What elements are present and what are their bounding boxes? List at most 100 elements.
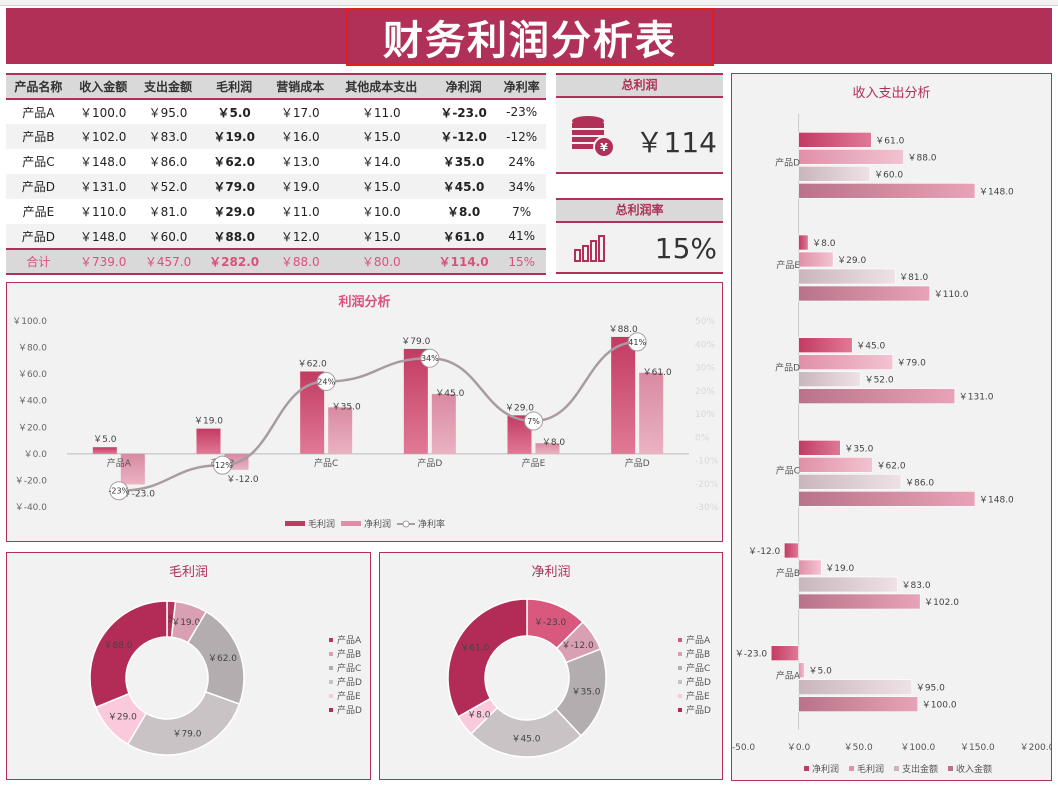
table-cell[interactable]: ￥110.0 <box>80 205 127 219</box>
table-cell[interactable]: ￥95.0 <box>148 105 188 120</box>
hbar-1[interactable] <box>798 662 805 678</box>
hbar-0[interactable] <box>798 132 872 148</box>
table-cell[interactable]: ￥35.0 <box>442 155 485 169</box>
table-cell[interactable]: ￥60.0 <box>135 224 201 249</box>
donut-slice[interactable] <box>447 598 528 718</box>
table-cell[interactable]: 产品D <box>6 224 71 249</box>
table-cell[interactable]: ￥15.0 <box>332 224 430 249</box>
table-cell[interactable]: ￥14.0 <box>361 155 401 169</box>
table-total-cell[interactable]: 合计 <box>6 248 71 275</box>
net-profit-bar[interactable] <box>535 443 560 454</box>
table-cell[interactable]: 24% <box>508 154 535 169</box>
table-cell[interactable]: ￥8.0 <box>446 205 481 219</box>
net-margin-point[interactable] <box>627 332 647 352</box>
hbar-2[interactable] <box>798 371 861 387</box>
hbar-0[interactable] <box>783 542 799 559</box>
table-cell[interactable]: ￥86.0 <box>148 155 188 169</box>
table-cell[interactable]: 产品A <box>22 105 55 120</box>
gross-profit-bar[interactable] <box>611 336 636 454</box>
table-cell[interactable]: ￥19.0 <box>267 174 333 199</box>
table-cell[interactable]: ￥79.0 <box>200 174 268 199</box>
table-cell[interactable]: ￥16.0 <box>267 124 333 149</box>
hbar-3[interactable] <box>798 491 976 507</box>
table-cell[interactable]: ￥17.0 <box>280 105 320 120</box>
table-cell[interactable]: 产品B <box>6 124 71 149</box>
table-cell[interactable]: ￥45.0 <box>429 174 498 199</box>
donut-slice[interactable] <box>470 706 582 758</box>
table-cell[interactable]: ￥29.0 <box>213 205 255 219</box>
net-margin-point[interactable] <box>109 481 129 501</box>
table-cell[interactable]: 产品D <box>6 174 71 199</box>
hbar-1[interactable] <box>798 354 894 370</box>
table-cell[interactable]: 34% <box>497 174 546 199</box>
hbar-3[interactable] <box>798 696 919 712</box>
hbar-3[interactable] <box>798 593 921 610</box>
table-total-cell[interactable]: ￥114.0 <box>429 248 498 275</box>
table-cell[interactable]: -23% <box>506 105 538 119</box>
table-total-cell[interactable]: ￥80.0 <box>332 248 430 275</box>
net-margin-point[interactable] <box>213 455 232 475</box>
gross-profit-bar[interactable] <box>403 348 428 454</box>
table-total-cell[interactable]: ￥739.0 <box>70 248 136 275</box>
title-box[interactable]: 财务利润分析表 <box>346 8 714 66</box>
table-cell[interactable]: ￥11.0 <box>280 205 320 219</box>
hbar-1[interactable] <box>798 251 834 268</box>
net-profit-bar[interactable] <box>431 394 456 454</box>
table-cell[interactable]: ￥12.0 <box>267 224 333 249</box>
table-cell[interactable]: ￥-12.0 <box>429 124 498 149</box>
hbar-1[interactable] <box>798 457 873 473</box>
hbar-2[interactable] <box>798 268 896 285</box>
hbar-1[interactable] <box>798 149 904 165</box>
gross-profit-bar[interactable] <box>92 447 117 454</box>
hbar-2[interactable] <box>798 679 913 695</box>
net-margin-point[interactable] <box>524 411 543 431</box>
table-cell[interactable]: ￥15.0 <box>332 124 430 149</box>
net-margin-point[interactable] <box>420 348 440 368</box>
hbar-2[interactable] <box>798 166 871 182</box>
hbar-0[interactable] <box>798 234 809 251</box>
table-cell[interactable]: 41% <box>497 224 546 249</box>
net-profit-bar[interactable] <box>639 372 664 454</box>
net-profit-bar[interactable] <box>328 407 353 454</box>
table-cell[interactable]: ￥100.0 <box>80 105 127 120</box>
hbar-2[interactable] <box>798 576 898 593</box>
donut-slice[interactable] <box>89 600 168 709</box>
table-total-cell[interactable]: ￥282.0 <box>200 248 268 275</box>
hbar-0[interactable] <box>798 440 841 456</box>
table-cell[interactable]: ￥148.0 <box>80 155 127 169</box>
table-cell[interactable]: ￥62.0 <box>213 155 255 169</box>
table-cell[interactable]: ￥19.0 <box>200 124 268 149</box>
hbar-3[interactable] <box>798 388 956 404</box>
table-cell[interactable]: ￥61.0 <box>429 224 498 249</box>
table-cell[interactable]: ￥131.0 <box>70 174 136 199</box>
hbar-3[interactable] <box>798 183 976 199</box>
table-cell[interactable]: 产品E <box>22 205 55 219</box>
table-cell[interactable]: 产品C <box>22 155 55 169</box>
hbar-3[interactable] <box>798 285 931 302</box>
table-cell[interactable]: ￥88.0 <box>200 224 268 249</box>
table-cell[interactable]: ￥52.0 <box>135 174 201 199</box>
hbar-1[interactable] <box>798 559 822 576</box>
table-cell[interactable]: ￥-23.0 <box>440 105 487 120</box>
hbar-2[interactable] <box>798 474 902 490</box>
gross-profit-bar[interactable] <box>196 428 221 454</box>
table-cell[interactable]: ￥13.0 <box>280 155 320 169</box>
table-cell[interactable]: ￥81.0 <box>148 205 188 219</box>
hbar-0[interactable] <box>798 337 853 353</box>
table-cell[interactable]: ￥10.0 <box>361 205 401 219</box>
table-total-cell[interactable]: ￥457.0 <box>135 248 201 275</box>
table-cell[interactable]: ￥11.0 <box>361 105 401 120</box>
net-margin-point[interactable] <box>316 371 336 391</box>
table-cell[interactable]: 7% <box>512 204 532 219</box>
table-total-cell[interactable]: ￥88.0 <box>267 248 333 275</box>
table-cell[interactable]: ￥102.0 <box>70 124 136 149</box>
table-cell[interactable]: ￥15.0 <box>332 174 430 199</box>
hbar-0[interactable] <box>770 645 799 661</box>
table-cell[interactable]: ￥83.0 <box>135 124 201 149</box>
table-total-cell[interactable]: 15% <box>497 248 546 275</box>
table-cell[interactable]: ￥148.0 <box>70 224 136 249</box>
table-cell[interactable]: ￥5.0 <box>217 105 251 120</box>
net-profit-bar[interactable] <box>120 453 145 485</box>
table-cell[interactable]: -12% <box>497 124 546 149</box>
donut-slice[interactable] <box>126 690 241 756</box>
